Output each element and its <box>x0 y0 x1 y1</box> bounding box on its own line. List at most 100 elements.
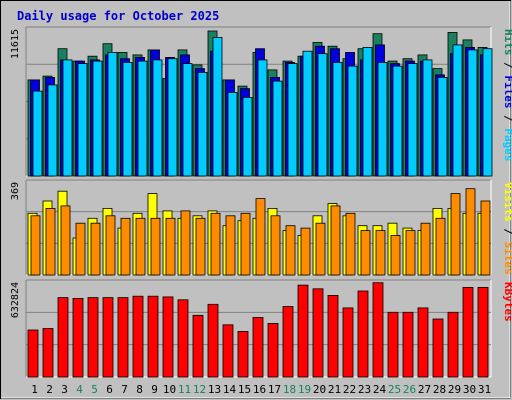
bar-kbytes <box>267 322 279 378</box>
legend: Hits / Files / Pages <box>502 29 512 162</box>
bar-kbytes <box>192 314 204 378</box>
bar-pages <box>197 72 208 177</box>
bar-kbytes <box>342 307 354 378</box>
x-tick-label: 16 <box>253 383 266 396</box>
bar-kbytes <box>147 295 159 378</box>
bar-pages <box>317 53 328 177</box>
bar-kbytes <box>222 324 234 378</box>
bar-pages <box>452 44 463 177</box>
bar-sites <box>285 225 296 276</box>
bar-kbytes <box>72 297 84 378</box>
hits-panel: 11615 Hits / Files / Pages <box>10 26 512 177</box>
x-tick-label: 12 <box>193 383 206 396</box>
x-tick-label: 1 <box>31 383 38 396</box>
x-tick-label: 28 <box>433 383 446 396</box>
x-tick-label: 26 <box>403 383 416 396</box>
x-tick-label: 29 <box>448 383 461 396</box>
bar-kbytes <box>117 297 129 378</box>
bar-sites <box>210 212 221 276</box>
bar-sites <box>135 217 146 276</box>
bar-pages <box>392 65 403 177</box>
bar-pages <box>227 92 238 177</box>
bar-sites <box>300 227 311 276</box>
x-tick-label: 11 <box>178 383 191 396</box>
bar-pages <box>467 49 478 177</box>
bar-pages <box>152 59 163 177</box>
bar-kbytes <box>447 311 459 378</box>
x-tick-label: 23 <box>358 383 371 396</box>
bar-pages <box>62 59 73 177</box>
bar-sites <box>225 215 236 276</box>
x-tick-label: 31 <box>478 383 491 396</box>
bar-pages <box>212 37 223 177</box>
bar-kbytes <box>402 311 414 378</box>
x-tick-label: 2 <box>46 383 53 396</box>
bar-sites <box>480 200 491 276</box>
bar-sites <box>435 217 446 276</box>
bar-sites <box>120 217 131 276</box>
bar-kbytes <box>432 318 444 378</box>
x-tick-label: 9 <box>151 383 158 396</box>
y-max-label: 369 <box>10 182 21 200</box>
bar-kbytes <box>372 282 384 378</box>
x-tick-label: 22 <box>343 383 356 396</box>
bar-sites <box>150 217 161 276</box>
bar-sites <box>405 230 416 276</box>
bar-sites <box>105 215 116 276</box>
x-axis: 1 2 3 4 5 6 7 8 9 10 11 12 13 14 15 16 17 18 19 20 21 22 23 24 2… <box>31 383 491 396</box>
bar-pages <box>407 63 418 177</box>
bar-pages <box>32 90 43 177</box>
x-tick-label: 13 <box>208 383 221 396</box>
bar-pages <box>107 52 118 177</box>
x-tick-label: 7 <box>121 383 128 396</box>
bar-kbytes <box>162 296 174 378</box>
bar-pages <box>122 62 133 177</box>
bar-kbytes <box>57 297 69 378</box>
bar-pages <box>257 59 268 177</box>
bar-pages <box>347 65 358 177</box>
bar-pages <box>137 60 148 177</box>
bar-sites <box>195 217 206 276</box>
bar-pages <box>482 48 493 177</box>
bar-sites <box>165 217 176 276</box>
bar-kbytes <box>42 328 54 378</box>
x-tick-label: 20 <box>313 383 326 396</box>
bar-sites <box>180 210 191 276</box>
bar-sites <box>330 205 341 276</box>
bar-sites <box>375 230 386 276</box>
bar-sites <box>30 215 41 276</box>
bar-pages <box>302 50 313 177</box>
legend: Visits / Sites <box>502 182 512 275</box>
bar-pages <box>92 60 103 177</box>
x-tick-label: 3 <box>61 383 68 396</box>
bar-sites <box>45 207 56 276</box>
x-tick-label: 15 <box>238 383 251 396</box>
bar-pages <box>362 47 373 177</box>
bar-sites <box>390 235 401 276</box>
bar-kbytes <box>87 297 99 378</box>
bar-sites <box>360 230 371 276</box>
bar-sites <box>345 212 356 276</box>
bar-kbytes <box>477 286 489 378</box>
bar-kbytes <box>387 311 399 378</box>
bar-sites <box>60 205 71 276</box>
bar-kbytes <box>237 330 249 378</box>
bar-sites <box>240 212 251 276</box>
bar-sites <box>90 222 101 276</box>
bar-pages <box>287 63 298 177</box>
bar-kbytes <box>357 290 369 378</box>
bar-kbytes <box>102 297 114 378</box>
bar-sites <box>450 193 461 276</box>
bar-kbytes <box>207 303 219 378</box>
visits-panel: 369 Visits / Sites <box>10 179 512 276</box>
bar-kbytes <box>417 307 429 378</box>
bar-sites <box>465 188 476 276</box>
legend: KBytes <box>502 282 512 322</box>
y-max-label: 632824 <box>10 282 21 318</box>
x-tick-label: 18 <box>283 383 296 396</box>
chart-title: Daily usage for October 2025 <box>17 9 219 23</box>
bar-pages <box>332 62 343 177</box>
bar-kbytes <box>282 306 294 378</box>
bar-pages <box>77 63 88 177</box>
